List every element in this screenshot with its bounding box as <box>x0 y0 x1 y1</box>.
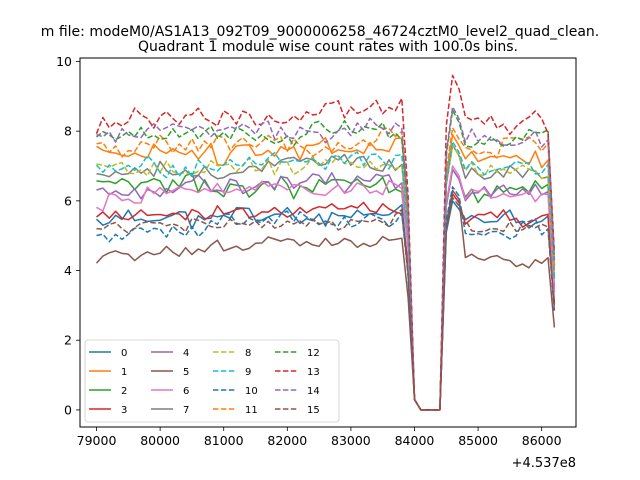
legend-label-4: 4 <box>183 348 189 359</box>
y-tick-label-6: 6 <box>64 193 72 208</box>
legend-label-9: 9 <box>245 367 251 378</box>
x-tick-label-79000: 79000 <box>77 433 117 448</box>
figure-suptitle: m file: modeM0/AS1A13_092T09_9000006258_… <box>41 24 600 40</box>
legend-box <box>84 339 340 423</box>
legend-label-2: 2 <box>121 386 127 397</box>
series-line-14 <box>96 106 556 411</box>
legend-label-11: 11 <box>245 405 258 416</box>
legend-label-6: 6 <box>183 386 189 397</box>
series-line-1 <box>96 133 556 411</box>
x-axis: 79000 80000 81000 82000 83000 84000 85000 86000 <box>77 427 562 448</box>
x-tick-label-83000: 83000 <box>331 433 371 448</box>
x-offset-label: +4.537e8 <box>512 456 576 471</box>
legend-label-14: 14 <box>307 386 320 397</box>
legend-label-13: 13 <box>307 367 320 378</box>
y-axis: 0 2 4 6 8 10 <box>56 54 80 417</box>
x-tick-label-85000: 85000 <box>458 433 498 448</box>
x-tick-label-81000: 81000 <box>204 433 244 448</box>
series-line-9 <box>95 140 556 411</box>
x-tick-label-82000: 82000 <box>267 433 307 448</box>
series-line-13 <box>95 74 556 411</box>
chart-title: Quadrant 1 module wise count rates with … <box>138 39 518 55</box>
legend-label-7: 7 <box>183 405 189 416</box>
legend-label-8: 8 <box>245 348 251 359</box>
series-line-15 <box>96 196 556 411</box>
legend-label-10: 10 <box>245 386 258 397</box>
legend-label-12: 12 <box>307 348 320 359</box>
legend-label-3: 3 <box>121 405 127 416</box>
x-tick-label-80000: 80000 <box>140 433 180 448</box>
series-line-8 <box>96 144 556 411</box>
series-line-4 <box>96 168 556 411</box>
y-tick-label-0: 0 <box>64 402 72 417</box>
series-line-5 <box>95 189 556 411</box>
series-line-11 <box>96 126 556 411</box>
x-tick-label-84000: 84000 <box>395 433 435 448</box>
y-tick-label-10: 10 <box>56 54 72 69</box>
series-line-12 <box>96 109 556 411</box>
series-line-7 <box>96 144 556 411</box>
x-tick-label-86000: 86000 <box>522 433 562 448</box>
series-line-3 <box>96 193 556 411</box>
plot-frame <box>79 57 577 428</box>
y-tick-label-4: 4 <box>64 263 72 278</box>
legend-label-15: 15 <box>307 405 320 416</box>
legend-label-1: 1 <box>121 367 127 378</box>
legend-label-5: 5 <box>183 367 189 378</box>
legend-label-0: 0 <box>121 348 127 359</box>
y-tick-label-8: 8 <box>64 124 72 139</box>
y-tick-label-2: 2 <box>64 333 72 348</box>
series-line-10 <box>96 186 556 411</box>
series-line-6 <box>96 165 556 411</box>
series-layer <box>95 74 556 411</box>
series-line-0 <box>95 200 556 411</box>
